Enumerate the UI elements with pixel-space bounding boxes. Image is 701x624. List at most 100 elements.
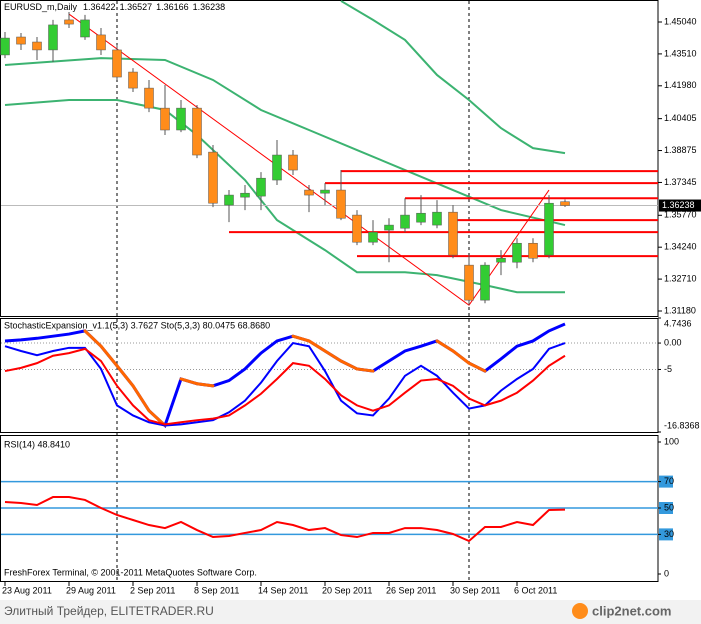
- candle-body: [560, 201, 570, 206]
- y-tick-label: 0.00: [664, 337, 682, 347]
- candle-body: [384, 224, 394, 231]
- level-label-box: [659, 502, 673, 514]
- band-line: [340, 0, 566, 155]
- indicator-line: [4, 496, 566, 543]
- candle-body: [464, 264, 474, 301]
- indicator-line: [4, 347, 566, 426]
- candle-body: [320, 189, 330, 194]
- candle-body: [336, 189, 346, 219]
- y-tick-label: 1.31180: [664, 305, 696, 315]
- falling-segment: [179, 377, 199, 386]
- candle-body: [240, 192, 250, 198]
- candle-body: [192, 107, 202, 156]
- indicator-line: [4, 341, 566, 427]
- candle-body: [304, 189, 314, 196]
- last-price-box: [659, 199, 701, 212]
- x-tick-label: 20 Sep 2011: [322, 585, 372, 595]
- candle-body: [480, 264, 490, 301]
- candle-body: [176, 107, 186, 131]
- falling-segment: [115, 364, 135, 388]
- falling-segment: [451, 349, 471, 365]
- x-tick-label: 26 Sep 2011: [386, 585, 436, 595]
- falling-segment: [291, 334, 311, 343]
- level-label-box: [659, 475, 673, 488]
- candle-body: [96, 34, 106, 51]
- watermark: Элитный Трейдер, ELITETRADER.RU: [4, 604, 214, 618]
- y-tick-label: 1.35770: [664, 210, 697, 220]
- level-label-box: [659, 528, 673, 541]
- y-tick-label: 1.40405: [664, 113, 697, 123]
- y-tick-label: 0: [664, 568, 669, 578]
- band-line: [4, 57, 566, 227]
- candle-body: [400, 214, 410, 229]
- header-high: 1.36527: [120, 2, 153, 12]
- candle-body: [256, 177, 266, 197]
- y-tick-label: -16.8368: [664, 420, 700, 430]
- y-tick-label: 100: [664, 436, 679, 446]
- logo: clip2net.com: [592, 603, 671, 618]
- x-tick-label: 29 Aug 2011: [66, 585, 116, 595]
- falling-segment: [467, 361, 487, 373]
- x-tick-label: 2 Sep 2011: [130, 585, 175, 595]
- y-tick-label: 4.7436: [664, 318, 692, 328]
- falling-segment: [131, 384, 151, 413]
- rsi-title: RSI(14) 48.8410: [4, 439, 70, 449]
- x-tick-label: 30 Sep 2011: [450, 585, 500, 595]
- stoch-title: StochasticExpansion_v1.1(5,3) 3.7627 Sto…: [4, 320, 270, 330]
- y-tick-label: 50: [664, 502, 674, 512]
- y-tick-label: 1.32710: [664, 273, 697, 283]
- y-tick-label: -5: [664, 364, 672, 374]
- chart-header: EURUSD_m,Daily 1.36422 1.36527 1.36166 1.362…: [4, 2, 225, 12]
- y-tick-label: 70: [664, 476, 674, 486]
- copyright: FreshForex Terminal, © 2001-2011 MetaQuo…: [4, 567, 257, 577]
- x-tick-label: 14 Sep 2011: [258, 585, 308, 595]
- band-line: [4, 98, 565, 294]
- y-tick-label: 1.34240: [664, 242, 697, 252]
- candle-body: [32, 41, 42, 51]
- candle-body: [416, 212, 426, 223]
- y-tick-label: 1.45040: [664, 16, 697, 26]
- symbol: EURUSD_m,Daily: [4, 2, 78, 12]
- candle-body: [16, 36, 26, 45]
- candle-body: [208, 151, 218, 204]
- candle-body: [288, 154, 298, 171]
- falling-segment: [339, 359, 359, 371]
- header-low: 1.36166: [156, 2, 189, 12]
- candle-body: [512, 242, 522, 263]
- falling-segment: [99, 344, 119, 368]
- y-tick-label: 1.37345: [664, 177, 697, 187]
- main-panel-frame: [0, 0, 659, 317]
- candle-body: [80, 19, 90, 38]
- falling-segment: [323, 349, 343, 363]
- x-tick-label: 6 Oct 2011: [514, 585, 557, 595]
- candle-body: [0, 37, 10, 56]
- candle-body: [64, 19, 74, 25]
- candle-body: [544, 202, 554, 256]
- falling-segment: [307, 339, 327, 353]
- falling-segment: [83, 329, 103, 348]
- header-close: 1.36238: [193, 2, 226, 12]
- x-tick-label: 23 Aug 2011: [2, 585, 52, 595]
- candle-body: [528, 242, 538, 259]
- candle-body: [432, 211, 442, 226]
- header-open: 1.36422: [83, 2, 116, 12]
- falling-segment: [355, 367, 375, 373]
- candle-body: [48, 24, 58, 51]
- candle-body: [496, 257, 506, 263]
- candle-body: [144, 87, 154, 109]
- falling-segment: [195, 382, 215, 388]
- x-tick-label: 8 Sep 2011: [194, 585, 239, 595]
- y-tick-label: 30: [664, 529, 674, 539]
- y-tick-label: 1.43510: [664, 48, 697, 58]
- candle-body: [128, 71, 138, 89]
- candle-body: [160, 107, 170, 131]
- falling-segment: [435, 339, 455, 353]
- logo-icon: [572, 603, 588, 619]
- candle-body: [272, 154, 282, 181]
- stoch-panel-frame: [0, 318, 659, 433]
- candle-body: [352, 214, 362, 243]
- candle-body: [224, 194, 234, 206]
- candle-body: [448, 211, 458, 256]
